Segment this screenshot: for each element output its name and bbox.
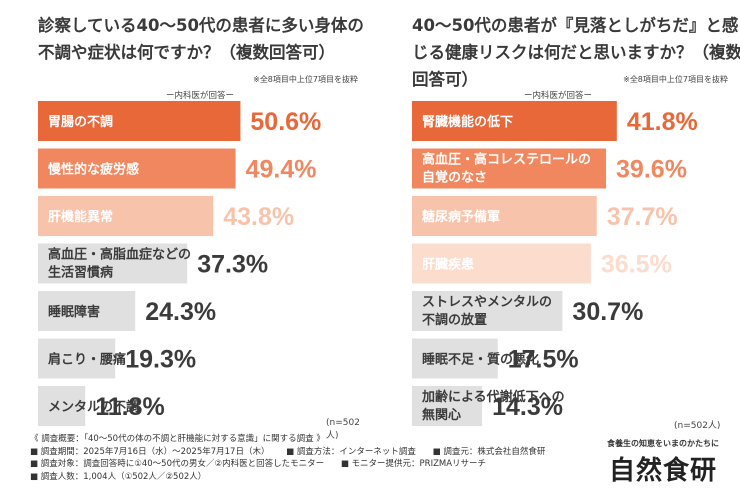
bar-chart-left: 胃腸の不調 50.6% 慢性的な疲労感 49.4% 肝機能異常 43.8% 高血圧・高脂血症… (38, 101, 321, 426)
category-label-left-5: 肩こり・腰痛 (48, 352, 126, 368)
survey-overview-title: 《 調査概要：「40～50代の体の不調と肝機能に対する意識」に関する調査 》 (30, 434, 325, 444)
category-label-left-0: 胃腸の不調 (48, 114, 113, 130)
chart-title-left: 診察している40～50代の患者に多い身体の不調や症状は何ですか？（複数回答可） (38, 16, 364, 62)
survey-organizer: ■ 調査元：株式会社自然食研 (432, 446, 546, 457)
sample-size-left: (n=502人) (326, 418, 360, 441)
category-label-right-5: 睡眠不足・質の悪化 (422, 352, 539, 368)
bar-right-1 (412, 148, 607, 189)
bar-left-4 (38, 291, 136, 331)
category-label-left-3: 高血圧・高脂血症などの生活習慣病 (48, 247, 191, 281)
category-label-right-4: ストレスやメンタルの不調の放置 (422, 295, 552, 328)
bar-left-2 (38, 196, 214, 236)
bar-chart-right: 腎臓機能の低下 41.8% 高血圧・高コレステロールの自覚のなさ 39.6% 糖尿病予備… (412, 101, 698, 426)
bar-left-5 (38, 338, 116, 379)
survey-target: ■ 調査対象：調査回答時に①40～50代の男女／②内科医と回答したモニター (30, 459, 325, 469)
bar-right-6 (412, 386, 483, 426)
value-label-right-5: 17.5% (508, 346, 579, 374)
chart-note-right: ※全8項目中上位7項目を抜粋 (623, 75, 728, 84)
value-label-left-5: 19.3% (125, 346, 196, 374)
chart-note-left: ※全8項目中上位7項目を抜粋 (253, 75, 358, 84)
survey-method: ■ 調査方法：インターネット調査 (286, 446, 416, 457)
bar-left-6 (38, 386, 86, 426)
survey-line-2: ■ 調査期間：2025年7月16日（水）～2025年7月17日（木） ■ 調査方… (30, 446, 590, 459)
value-label-left-4: 24.3% (145, 298, 216, 326)
survey-period: ■ 調査期間：2025年7月16日（水）～2025年7月17日（木） (30, 446, 270, 457)
value-label-right-4: 30.7% (572, 298, 643, 326)
bar-right-2 (412, 196, 597, 236)
survey-line-3: ■ 調査対象：調査回答時に①40～50代の男女／②内科医と回答したモニター ■ … (30, 458, 590, 471)
value-label-right-2: 37.7% (607, 203, 678, 231)
value-label-left-0: 50.6% (250, 108, 321, 136)
value-label-left-1: 49.4% (246, 156, 317, 184)
bar-left-3 (38, 243, 188, 284)
bar-left-0 (38, 101, 241, 141)
bar-right-4 (412, 291, 563, 331)
category-label-left-2: 肝機能異常 (48, 209, 113, 225)
survey-provider: ■ モニター提供元：PRIZMAリサーチ (340, 459, 487, 469)
bar-right-3 (412, 243, 591, 284)
category-label-right-3: 肝臓疾患 (422, 257, 474, 273)
value-label-right-0: 41.8% (627, 108, 698, 136)
value-label-right-6: 14.3% (492, 393, 563, 421)
value-label-right-1: 39.6% (616, 156, 687, 184)
bar-left-1 (38, 148, 236, 189)
category-label-right-6: 加齢による代謝低下への無関心 (421, 389, 565, 423)
survey-count: ■ 調査人数：1,004人（①502人／②502人） (30, 471, 207, 482)
category-label-left-6: メンタルの不調 (48, 399, 139, 415)
chart-title-right: 40～50代の患者が『見落としがちだ』と感じる健康リスクは何だと思いますか？（複… (412, 16, 740, 89)
value-label-left-3: 37.3% (197, 251, 268, 279)
value-label-right-3: 36.5% (601, 251, 672, 279)
bar-right-0 (412, 101, 617, 141)
category-label-left-4: 睡眠障害 (48, 304, 100, 320)
respondent-label-left: ー内科医が回答ー (165, 91, 234, 101)
category-label-left-1: 慢性的な疲労感 (48, 162, 139, 178)
value-label-left-6: 11.8% (95, 393, 165, 421)
brand-logo: 自然食研 (608, 456, 717, 486)
category-label-right-2: 糖尿病予備軍 (422, 209, 500, 225)
sample-size-right: (n=502人) (674, 421, 721, 431)
brand-tagline: 食養生の知恵をいまのかたちに (607, 439, 719, 448)
category-label-right-0: 腎臓機能の低下 (422, 114, 513, 130)
value-label-left-2: 43.8% (223, 203, 294, 231)
category-label-right-1: 高血圧・高コレステロールの自覚のなさ (422, 152, 591, 186)
bar-right-5 (412, 338, 498, 379)
respondent-label-right: ー内科医が回答ー (523, 91, 592, 101)
survey-overview: 《 調査概要：「40～50代の体の不調と肝機能に対する意識」に関する調査 》 ■… (30, 433, 590, 483)
